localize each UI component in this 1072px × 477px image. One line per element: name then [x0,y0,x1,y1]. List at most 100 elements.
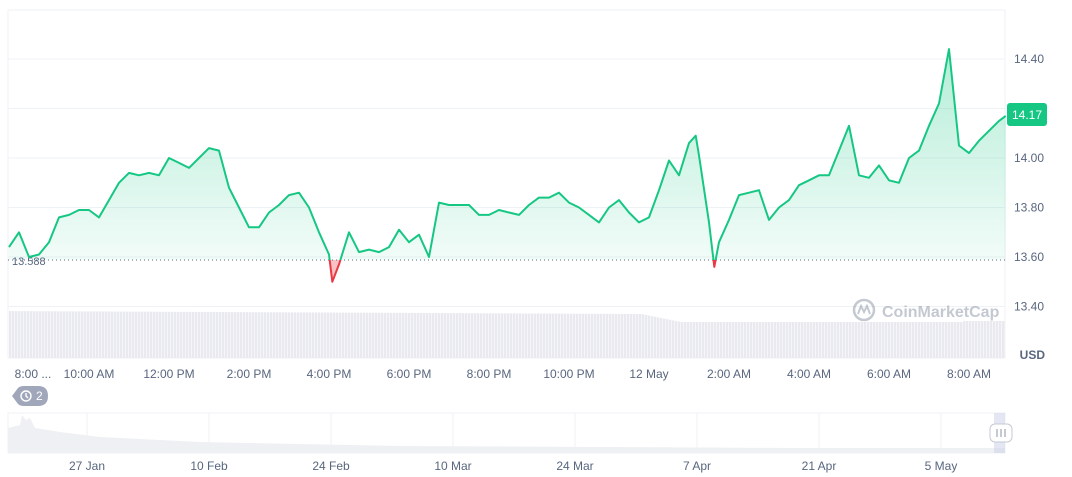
volume-bar [915,322,918,358]
volume-bar [717,322,720,358]
volume-bar [894,322,897,358]
volume-bar [1002,321,1005,358]
volume-bar [564,313,567,358]
volume-bar [138,311,141,358]
volume-bar [612,313,615,358]
x-tick-label: 10:00 AM [64,367,115,381]
volume-bar [852,322,855,358]
volume-bar [543,313,546,358]
y-tick-label: 14.40 [1014,52,1044,66]
volume-bar [246,312,249,358]
volume-bar [789,322,792,358]
volume-bar [192,311,195,358]
volume-bar [84,311,87,358]
navigator-date-label: 10 Mar [434,459,471,473]
volume-bar [477,313,480,358]
volume-bar [783,322,786,358]
volume-bar [18,311,21,358]
volume-bar [93,311,96,358]
volume-bar [684,322,687,358]
volume-bar [867,322,870,358]
volume-bar [672,320,675,358]
volume-bar [33,311,36,358]
volume-bar [105,311,108,358]
volume-bar [183,311,186,358]
volume-bar [843,322,846,358]
volume-bar [249,312,252,358]
volume-bar [786,322,789,358]
history-icon [20,390,32,402]
volume-bar [891,322,894,358]
volume-bar [243,312,246,358]
navigator[interactable] [7,412,1013,454]
volume-bar [594,313,597,358]
navigator-date-label: 24 Feb [312,459,350,473]
volume-bar [366,312,369,358]
volume-bar [705,322,708,358]
volume-bar [984,321,987,358]
volume-bar [597,313,600,358]
volume-bar [30,311,33,358]
volume-bar [351,312,354,358]
volume-bar [432,313,435,358]
x-tick-label: 2:00 PM [227,367,272,381]
x-tick-label: 12:00 PM [143,367,194,381]
volume-bar [624,313,627,358]
volume-bars [9,311,1005,358]
volume-bar [144,311,147,358]
volume-bar [996,321,999,358]
volume-bar [42,311,45,358]
volume-bar [75,311,78,358]
volume-bar [714,322,717,358]
volume-bar [225,312,228,358]
navigator-date-label: 5 May [925,459,958,473]
navigator-date-label: 10 Feb [190,459,228,473]
volume-bar [387,312,390,358]
volume-bar [252,312,255,358]
coinmarketcap-logo-mark [857,303,871,315]
history-badge-bg[interactable] [12,386,48,406]
area-fill-above [9,49,1006,260]
volume-bar [399,312,402,358]
volume-bar [510,313,513,358]
volume-bar [213,311,216,358]
volume-bar [537,313,540,358]
volume-bar [429,313,432,358]
volume-bar [36,311,39,358]
volume-bar [588,313,591,358]
volume-bar [864,322,867,358]
volume-bar [756,322,759,358]
volume-bar [390,312,393,358]
x-tick-label: 2:00 AM [707,367,751,381]
volume-bar [615,313,618,358]
volume-bar [150,311,153,358]
volume-bar [660,318,663,358]
volume-bar [726,322,729,358]
x-tick-label: 8:00 ... [15,367,52,381]
history-badge[interactable]: 2 [12,386,48,406]
volume-bar [402,312,405,358]
volume-bar [681,322,684,358]
volume-bar [297,312,300,358]
volume-bar [231,312,234,358]
volume-bar [27,311,30,358]
volume-bar [906,322,909,358]
volume-bar [525,313,528,358]
volume-bar [393,312,396,358]
volume-bar [888,322,891,358]
volume-bar [651,316,654,358]
volume-bar [174,311,177,358]
volume-bar [702,322,705,358]
volume-bar [426,312,429,358]
volume-bar [372,312,375,358]
volume-bar [849,322,852,358]
volume-bar [195,311,198,358]
volume-bar [114,311,117,358]
volume-bar [159,311,162,358]
volume-bar [315,312,318,358]
volume-bar [519,313,522,358]
volume-bar [444,313,447,358]
volume-bar [948,322,951,358]
volume-bar [876,322,879,358]
volume-bar [942,322,945,358]
